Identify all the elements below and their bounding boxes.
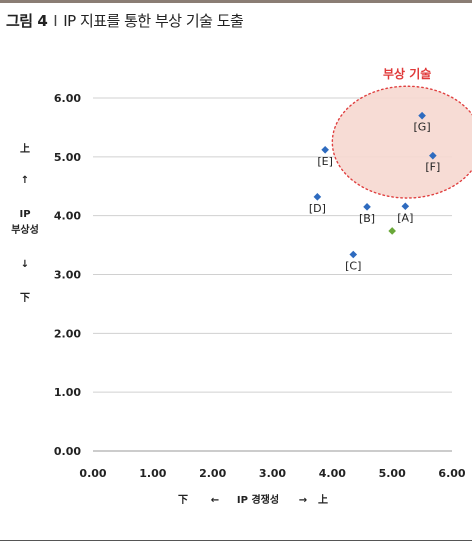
emerging-tech-region: 부상 기술 <box>331 66 472 199</box>
y-tick-label: 3.00 <box>54 269 81 282</box>
y-arrow-down-icon: ↓ <box>21 259 29 270</box>
data-point-marker <box>313 193 322 201</box>
title-separator: I <box>53 12 58 30</box>
data-point-label: [D] <box>309 202 326 215</box>
y-tick-label: 0.00 <box>54 445 81 458</box>
y-tick-label: 2.00 <box>54 327 81 340</box>
figure-caption: IP 지표를 통한 부상 기술 도출 <box>63 12 244 30</box>
x-label-high: 上 <box>318 493 328 506</box>
data-point-marker <box>363 203 371 211</box>
data-point-label: [F] <box>425 161 440 174</box>
y-label-high: 上 <box>20 142 30 155</box>
y-tick-labels: 0.00 1.00 2.00 3.00 4.00 5.00 6.00 <box>54 92 81 458</box>
y-label-line2: 부상성 <box>11 223 39 236</box>
x-tick-labels: 0.00 1.00 2.00 3.00 4.00 5.00 6.00 <box>79 467 465 480</box>
data-point-marker <box>388 227 396 235</box>
y-tick-label: 4.00 <box>54 210 81 223</box>
x-tick-label: 6.00 <box>438 467 465 480</box>
x-label-text: IP 경쟁성 <box>237 493 279 506</box>
x-tick-label: 3.00 <box>259 467 286 480</box>
highlight-ellipse <box>331 85 472 199</box>
y-tick-label: 5.00 <box>54 151 81 164</box>
x-tick-label: 2.00 <box>199 467 226 480</box>
data-point-marker <box>321 145 329 154</box>
x-tick-label: 1.00 <box>139 467 166 480</box>
data-point-marker <box>401 202 410 211</box>
data-point-label: [A] <box>397 211 413 224</box>
x-label-low: 下 <box>178 494 188 506</box>
data-point-label: [G] <box>414 121 431 134</box>
top-rule <box>0 0 472 3</box>
y-label-line1: IP <box>19 209 30 220</box>
data-point-marker <box>429 151 437 160</box>
x-arrow-right-icon: → <box>299 495 307 506</box>
data-point-label: [E] <box>317 155 333 168</box>
x-tick-label: 4.00 <box>319 467 346 480</box>
y-label-low: 下 <box>20 292 30 304</box>
x-tick-label: 5.00 <box>379 467 406 480</box>
x-tick-label: 0.00 <box>79 467 106 480</box>
figure-title: 그림 4 I IP 지표를 통한 부상 기술 도출 <box>6 10 244 31</box>
data-point-label: [C] <box>345 259 361 272</box>
bottom-rule <box>0 540 472 541</box>
x-arrow-left-icon: ← <box>211 495 219 506</box>
data-point-marker <box>349 250 358 259</box>
y-tick-label: 6.00 <box>54 92 81 105</box>
y-arrow-up-icon: ↑ <box>21 175 29 186</box>
annotation-label: 부상 기술 <box>383 66 431 81</box>
figure-label: 그림 4 <box>6 12 48 30</box>
y-tick-label: 1.00 <box>54 386 81 399</box>
data-points: [G] [E] [F] [D] [B] [A] [C] <box>309 111 440 272</box>
data-point-marker <box>418 111 426 120</box>
data-point-label: [B] <box>359 212 375 225</box>
